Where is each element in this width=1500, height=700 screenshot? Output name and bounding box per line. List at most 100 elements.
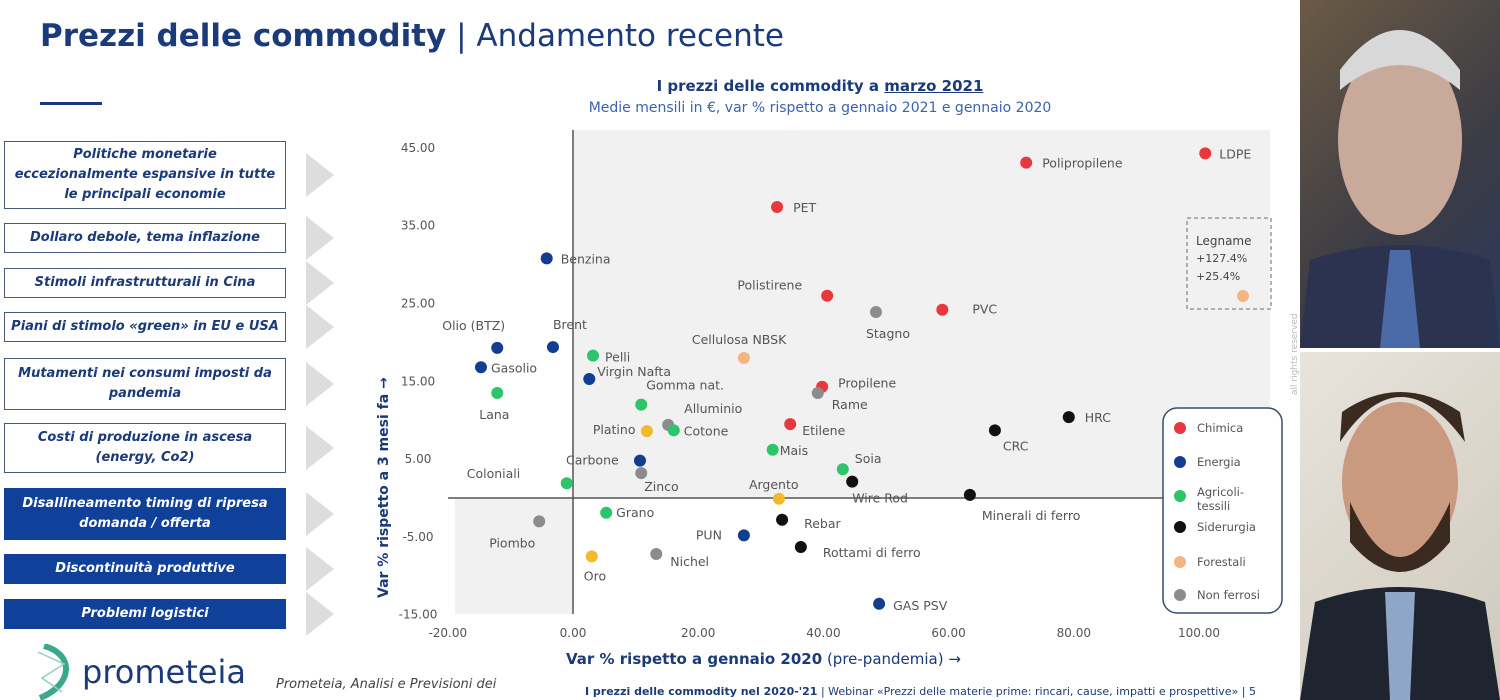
legend-swatch: [1174, 589, 1186, 601]
data-point: [546, 341, 559, 354]
data-point: [771, 201, 784, 214]
data-point: [667, 424, 680, 437]
data-point: [772, 492, 785, 505]
data-point-label: Argento: [749, 477, 799, 492]
data-point-label: Etilene: [802, 423, 845, 438]
data-point-label: Oro: [584, 568, 606, 583]
data-point-label: Olio (BTZ): [442, 318, 505, 333]
shaded-quadrant: [573, 130, 1270, 498]
participant-video-1[interactable]: [1300, 0, 1500, 348]
chevron-right-icon: [306, 426, 334, 470]
data-point-label: Coloniali: [467, 466, 521, 481]
participant-silhouette-icon: [1300, 30, 1500, 348]
x-tick-label: 100.00: [1178, 626, 1220, 640]
data-point: [836, 463, 849, 476]
data-point-label: Platino: [593, 422, 636, 437]
data-point: [600, 506, 613, 519]
data-point-label: Carbone: [566, 453, 619, 468]
data-point-label: Wire Rod: [852, 491, 908, 506]
data-point-label: Mais: [780, 443, 808, 458]
chart-title: I prezzi delle commodity a marzo 2021: [656, 77, 984, 95]
driver-box: Dollaro debole, tema inflazione: [4, 223, 286, 253]
y-tick-label: 5.00: [405, 452, 432, 466]
participant-silhouette-icon: [1300, 392, 1500, 700]
shaded-quadrant: [455, 498, 573, 614]
scatter-chart: -20.00 0.00 20.00 40.00 60.00 80.00 100.00 45.0…: [399, 130, 1283, 640]
chevron-right-icon: [306, 261, 334, 305]
data-point: [583, 372, 596, 385]
legend-swatch: [1174, 556, 1186, 568]
slide-title: Prezzi delle commodity | Andamento recen…: [40, 18, 784, 54]
data-point-label: Rame: [832, 397, 868, 412]
chevron-right-icon: [306, 592, 334, 636]
data-point-label: Pelli: [605, 350, 630, 365]
source-note: Prometeia, Analisi e Previsioni dei: [276, 677, 497, 692]
data-point: [963, 488, 976, 501]
data-point: [936, 303, 949, 316]
data-point-label: Grano: [616, 505, 654, 520]
outlier-text: +25.4%: [1196, 270, 1240, 283]
legend: Chimica Energia Agricoli-tessili Siderurgia…: [1162, 407, 1283, 614]
data-point: [650, 548, 663, 561]
data-point-label: Piombo: [489, 535, 535, 550]
data-point-label: Nichel: [670, 554, 709, 569]
chevron-right-icon: [306, 547, 334, 591]
driver-box: Costi di produzione in ascesa (energy, C…: [4, 423, 286, 473]
driver-box: Problemi logistici: [4, 599, 286, 629]
data-point-label: Gomma nat.: [646, 378, 724, 393]
y-tick-label: 45.00: [401, 141, 435, 155]
data-point-label: PET: [793, 200, 816, 215]
data-point: [635, 467, 648, 480]
data-point: [633, 454, 646, 467]
legend-swatch: [1174, 456, 1186, 468]
chevron-right-icon: [306, 216, 334, 260]
data-point-label: Minerali di ferro: [982, 508, 1081, 523]
outlier-text: +127.4%: [1196, 252, 1247, 265]
y-axis-label: Var % rispetto a 3 mesi fa →: [376, 377, 392, 598]
logo-mark-icon: [37, 644, 69, 700]
data-point-label: PVC: [972, 302, 997, 317]
legend-label-line: Agricoli-: [1197, 485, 1244, 499]
driver-box: Piani di stimolo «green» in EU e USA: [4, 312, 286, 342]
x-tick-label: 60.00: [931, 626, 965, 640]
data-point: [846, 475, 859, 488]
legend-label: Non ferrosi: [1197, 588, 1260, 602]
driver-box: Stimoli infrastrutturali in Cina: [4, 268, 286, 298]
data-point: [794, 541, 807, 554]
data-point-label: Cotone: [684, 423, 729, 438]
slide-footer: I prezzi delle commodity nel 2020-'21 | …: [585, 685, 1256, 698]
y-tick-label: -15.00: [399, 608, 438, 622]
data-point-label: Benzina: [561, 251, 611, 266]
driver-box: Politiche monetarie eccezionalmente espa…: [4, 141, 286, 209]
participant-video-2[interactable]: [1300, 352, 1500, 700]
data-point: [988, 424, 1001, 437]
legend-swatch: [1174, 422, 1186, 434]
data-point: [766, 443, 779, 456]
data-point: [585, 550, 598, 563]
chevron-right-icon: [306, 153, 334, 197]
data-point-label: Rebar: [804, 516, 841, 531]
y-tick-label: -5.00: [402, 530, 433, 544]
data-point: [811, 386, 824, 399]
data-point: [640, 425, 653, 438]
data-point-label: Polistirene: [737, 278, 802, 293]
x-tick-label: 0.00: [560, 626, 587, 640]
data-point-label: Stagno: [866, 326, 910, 341]
data-point-label: Brent: [553, 317, 587, 332]
rights-text: all rights reserved: [1290, 313, 1300, 395]
presentation-slide: Prezzi delle commodity | Andamento recen…: [4, 18, 1300, 700]
data-point: [737, 351, 750, 364]
y-tick-label: 15.00: [401, 374, 435, 388]
data-point-label: Alluminio: [684, 401, 742, 416]
outlier-point: [1237, 290, 1249, 302]
outlier-box: [1186, 217, 1272, 310]
x-tick-label: 20.00: [681, 626, 715, 640]
data-point: [873, 597, 886, 610]
data-point-label: Lana: [479, 407, 509, 422]
legend-label-line: tessili: [1197, 499, 1230, 513]
data-point: [776, 513, 789, 526]
x-tick-label: -20.00: [428, 626, 467, 640]
y-tick-label: 35.00: [401, 219, 435, 233]
legend-label: Agricoli-tessili: [1197, 485, 1244, 513]
data-point-label: Zinco: [644, 479, 678, 494]
